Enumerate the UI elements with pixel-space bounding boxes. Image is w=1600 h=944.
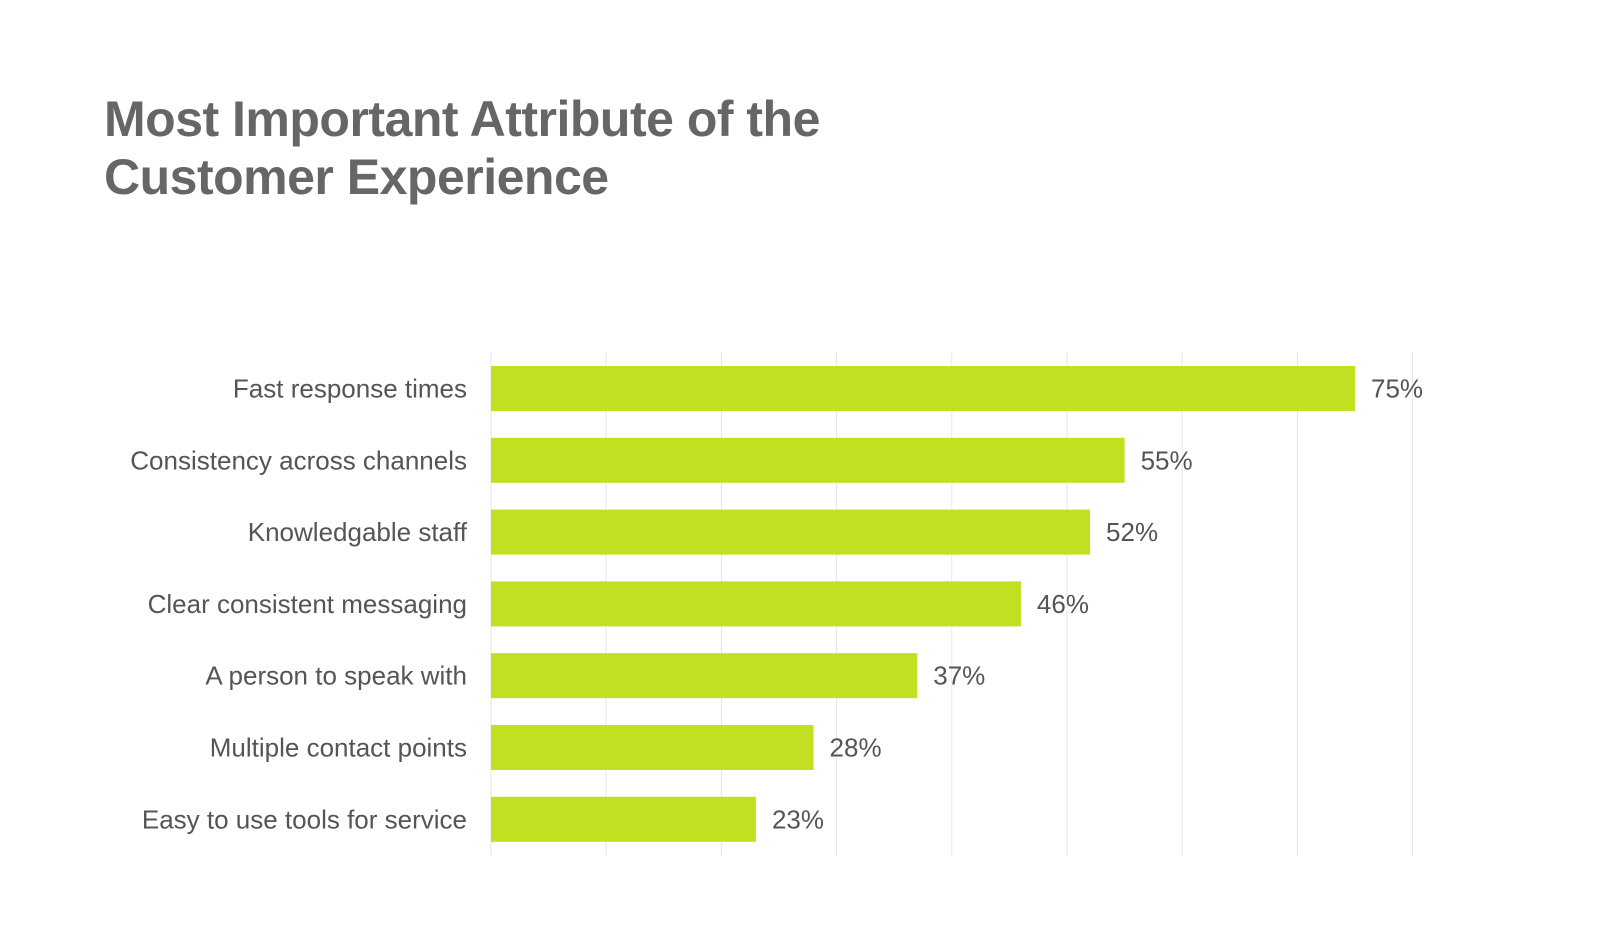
chart-title-line-1: Most Important Attribute of the bbox=[104, 91, 820, 147]
bar bbox=[491, 437, 1125, 483]
value-label: 37% bbox=[933, 661, 985, 691]
category-label: Knowledgable staff bbox=[248, 517, 468, 547]
value-label: 55% bbox=[1141, 445, 1193, 475]
category-label: Fast response times bbox=[233, 374, 467, 404]
bars bbox=[491, 366, 1355, 842]
value-label: 23% bbox=[772, 804, 824, 834]
value-label: 75% bbox=[1371, 374, 1423, 404]
category-labels: Fast response times Consistency across ch… bbox=[130, 374, 467, 835]
chart-title: Most Important Attribute of the Customer… bbox=[104, 90, 1004, 206]
bar bbox=[491, 581, 1021, 627]
category-label: A person to speak with bbox=[205, 661, 467, 691]
bar bbox=[491, 725, 814, 770]
category-label: Consistency across channels bbox=[130, 445, 467, 475]
bar bbox=[491, 366, 1355, 411]
bar bbox=[491, 653, 918, 699]
category-label: Multiple contact points bbox=[210, 733, 467, 763]
value-label: 52% bbox=[1106, 517, 1158, 547]
value-labels: 75% 55% 52% 46% 37% 28% 23% bbox=[772, 374, 1423, 835]
category-label: Clear consistent messaging bbox=[148, 589, 467, 619]
bar bbox=[491, 796, 756, 842]
value-label: 28% bbox=[830, 733, 882, 763]
category-label: Easy to use tools for service bbox=[142, 804, 467, 834]
chart-title-line-2: Customer Experience bbox=[104, 149, 609, 205]
value-label: 46% bbox=[1037, 589, 1089, 619]
bar bbox=[491, 509, 1091, 555]
